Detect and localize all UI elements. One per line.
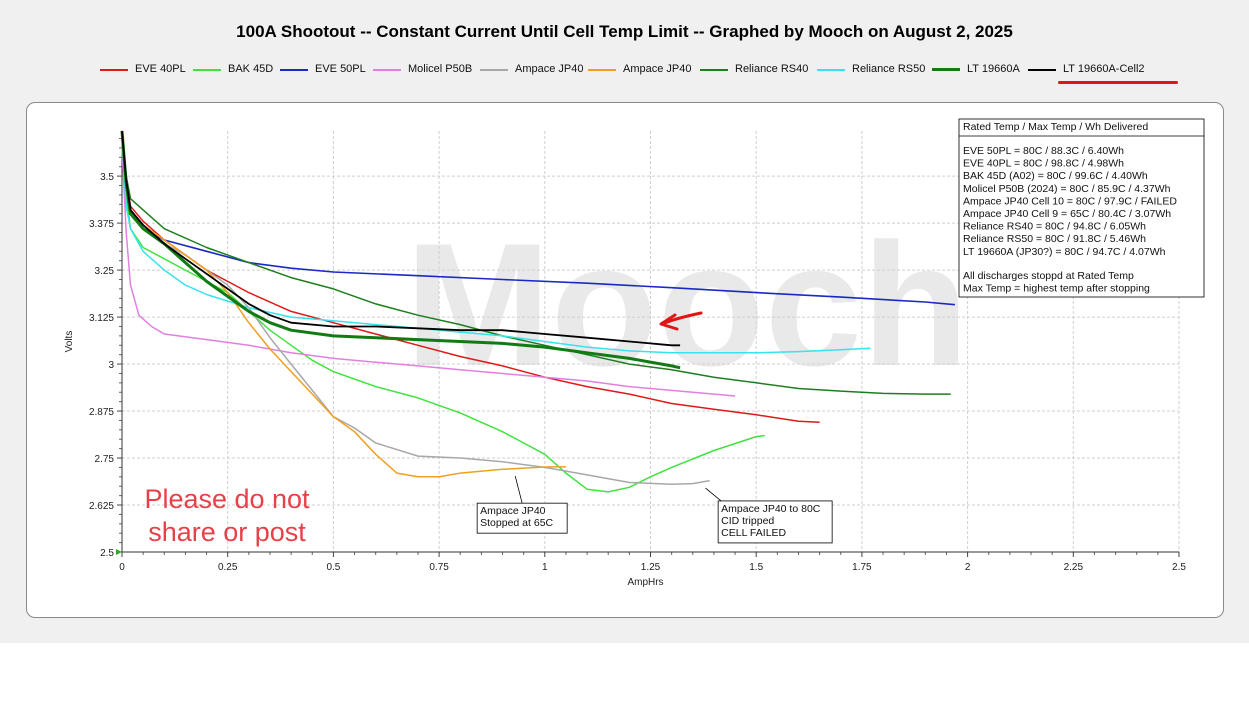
warning-text-line: Please do not <box>144 484 310 514</box>
legend-swatch <box>280 69 308 71</box>
legend-label: Molicel P50B <box>408 63 473 75</box>
info-box-line: EVE 50PL = 80C / 88.3C / 6.40Wh <box>963 145 1124 157</box>
x-tick-label: 0.5 <box>326 562 340 573</box>
legend-label: Ampace JP40 <box>623 63 692 75</box>
series-line-6 <box>121 138 566 478</box>
legend-swatch <box>817 69 845 71</box>
chart-frame: Mooch 0 0.25 0.5 0.75 1 1.25 1.5 1.75 2 2.25 2.5 2.5… <box>26 102 1224 618</box>
annotation-text: Ampace JP40 to 80C <box>721 503 821 515</box>
info-box-line: EVE 40PL = 80C / 98.8C / 4.98Wh <box>963 158 1124 170</box>
y-tick-label: 3.125 <box>89 313 114 324</box>
legend-label: Ampace JP40 <box>515 63 584 75</box>
series-group <box>120 130 955 493</box>
y-tick-label: 3.375 <box>89 219 114 230</box>
annotation-box <box>476 502 568 534</box>
legend-label: LT 19660A-Cell2 <box>1063 63 1145 75</box>
chart-title: 100A Shootout -- Constant Current Until … <box>236 22 1013 41</box>
series-line-9 <box>120 130 681 370</box>
y-tick-label: 2.875 <box>89 407 114 418</box>
annotation-leader-line <box>514 475 523 504</box>
x-axis-title: AmpHrs <box>627 577 663 588</box>
y-tick-label: 2.75 <box>95 454 115 465</box>
x-tick-label: 2 <box>965 562 971 573</box>
series-line-10 <box>121 130 681 347</box>
legend-swatch <box>373 69 401 71</box>
info-box-line: Reliance RS40 = 80C / 94.8C / 6.05Wh <box>963 221 1146 233</box>
x-tick-label: 0 <box>119 562 125 573</box>
info-box-line: Ampace JP40 Cell 10 = 80C / 97.9C / FAIL… <box>963 195 1177 207</box>
info-box-line: Molicel P50B (2024) = 80C / 85.9C / 4.37… <box>963 183 1171 195</box>
legend-label: Reliance RS40 <box>735 63 809 75</box>
annotation-leader-line <box>705 487 722 502</box>
chart-legend: EVE 40PL BAK 45D EVE 50PL Molicel P50B Ampac… <box>100 62 1220 84</box>
x-tick-label: 1 <box>542 562 548 573</box>
watermark-text: Mooch <box>405 208 969 403</box>
x-tick-label: 2.5 <box>1172 562 1186 573</box>
y-tick-label: 3.25 <box>95 266 115 277</box>
chart-canvas: Mooch 0 0.25 0.5 0.75 1 1.25 1.5 1.75 2 2.25 2.5 2.5… <box>64 118 1205 588</box>
x-tick-label: 1.25 <box>641 562 661 573</box>
red-arrow-head <box>659 313 679 331</box>
annotation-box <box>717 500 833 544</box>
legend-highlight-underline <box>1058 81 1178 84</box>
series-line-4 <box>121 145 736 397</box>
info-box: Rated Temp / Max Temp / Wh Delivered EVE … <box>958 118 1205 298</box>
info-box-header: Rated Temp / Max Temp / Wh Delivered <box>963 121 1148 133</box>
y-tick-label: 3 <box>108 360 114 371</box>
info-box-frame <box>958 118 1205 298</box>
y-tick-label: 3.5 <box>100 172 114 183</box>
legend-label: LT 19660A <box>967 63 1020 75</box>
x-tick-label: 1.5 <box>749 562 763 573</box>
legend-swatch <box>1028 69 1056 71</box>
annotation-text: CID tripped <box>721 515 774 527</box>
legend-swatch <box>480 69 508 71</box>
red-arrow-icon <box>659 311 703 331</box>
y-tick-label: 2.5 <box>100 548 114 559</box>
legend-swatch <box>100 69 128 71</box>
legend-label: EVE 50PL <box>315 63 366 75</box>
annotation-text: Stopped at 65C <box>480 517 553 529</box>
x-tick-label: 0.75 <box>429 562 449 573</box>
series-line-2 <box>121 138 765 493</box>
annotation-text: Ampace JP40 <box>480 505 546 517</box>
info-box-footer-line: All discharges stoppd at Rated Temp <box>963 270 1134 282</box>
legend-label: EVE 40PL <box>135 63 186 75</box>
warning-text-line: share or post <box>148 517 306 547</box>
info-box-line: BAK 45D (A02) = 80C / 99.6C / 4.40Wh <box>963 170 1148 182</box>
info-box-line: LT 19660A (JP30?) = 80C / 94.7C / 4.07Wh <box>963 246 1166 258</box>
series-line-1 <box>121 130 820 424</box>
y-tick-label: 2.625 <box>89 501 114 512</box>
origin-marker <box>116 549 122 555</box>
legend-label: Reliance RS50 <box>852 63 926 75</box>
info-box-footer-line: Max Temp = highest temp after stopping <box>963 283 1150 295</box>
legend-swatch <box>700 69 728 71</box>
legend-swatch <box>588 69 616 71</box>
legend-label: BAK 45D <box>228 63 274 75</box>
x-tick-label: 2.25 <box>1064 562 1084 573</box>
x-tick-label: 1.75 <box>852 562 872 573</box>
legend-swatch <box>932 68 960 71</box>
y-axis-title: Volts <box>64 331 75 353</box>
info-box-line: Ampace JP40 Cell 9 = 65C / 80.4C / 3.07W… <box>963 208 1171 220</box>
annotation-text: CELL FAILED <box>721 527 786 539</box>
x-tick-label: 0.25 <box>218 562 238 573</box>
legend-swatch <box>193 69 221 71</box>
info-box-line: Reliance RS50 = 80C / 91.8C / 5.46Wh <box>963 233 1146 245</box>
